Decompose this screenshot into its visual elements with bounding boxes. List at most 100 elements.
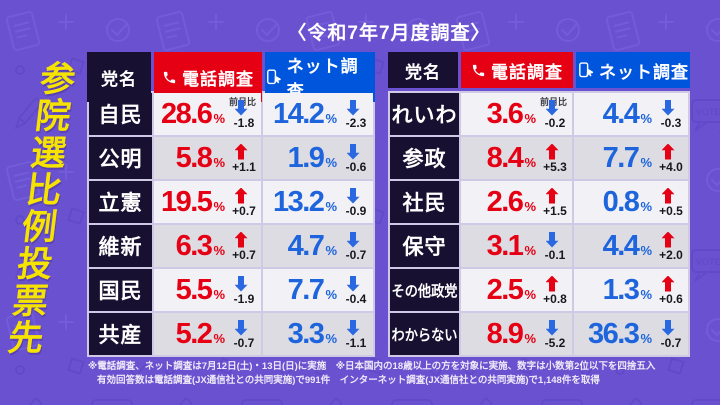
percent-unit: % (325, 286, 337, 302)
phone-value-cell: 前月比 28.6% -1.8 (154, 93, 261, 135)
net-value-cell: 1.3% +0.6 (574, 269, 688, 311)
mom-delta: -0.7 (226, 319, 256, 350)
poll-table-left: 党名 電話調査 ネット調査 自民 前月比 28.6% -1.8 14.2% -2… (87, 52, 375, 357)
trend-arrow-icon (545, 231, 559, 248)
table-body: 自民 前月比 28.6% -1.8 14.2% -2.3 公明 5.8% +1.… (87, 91, 375, 357)
phone-receiver-icon (163, 71, 176, 83)
trend-arrow-icon (234, 319, 248, 336)
phone-value-cell: 5.2% -0.7 (154, 313, 261, 355)
party-name: 国民 (98, 280, 143, 303)
trend-arrow-icon (234, 143, 248, 160)
percent-unit: % (213, 154, 225, 170)
percent-unit: % (640, 198, 652, 214)
mom-change: +0.6 (659, 291, 683, 306)
percent-unit: % (524, 198, 536, 214)
mom-change: -0.6 (345, 159, 367, 174)
mom-change: +5.3 (543, 159, 567, 174)
net-value-cell: 4.4% -0.3 (574, 93, 688, 135)
mom-change: -0.7 (233, 335, 255, 350)
party-name: れいわ (391, 104, 458, 127)
percent-unit: % (524, 110, 536, 126)
trend-arrow-icon (661, 187, 675, 204)
percent-unit: % (640, 242, 652, 258)
party-name-cell: 保守 (390, 225, 459, 267)
percent-unit: % (524, 286, 536, 302)
footnote: ※電話調査、ネット調査は7月12日(土)・13日(日)に実施 ※日本国内の18歳… (88, 360, 708, 389)
header-phone-label: 電話調査 (491, 62, 563, 82)
net-value-cell: 0.8% +0.5 (574, 181, 688, 223)
phone-value-cell: 2.6% +1.5 (461, 181, 572, 223)
mom-delta: -1.1 (338, 319, 368, 350)
phone-percent: 2.6 (486, 185, 524, 218)
net-value-cell: 4.4% +2.0 (574, 225, 688, 267)
phone-value-cell: 19.5% +0.7 (154, 181, 261, 223)
mom-delta: +0.8 (537, 275, 567, 305)
mom-change: -0.7 (345, 247, 367, 262)
footnote-line-1: ※電話調査、ネット調査は7月12日(土)・13日(日)に実施 ※日本国内の18歳… (88, 361, 656, 372)
mom-delta: +0.7 (226, 231, 256, 261)
trend-arrow-icon (545, 319, 559, 336)
party-name-cell: 立憲 (89, 181, 152, 223)
trend-arrow-icon (346, 275, 360, 292)
party-name-cell: わからない (390, 313, 459, 355)
trend-arrow-icon (346, 231, 360, 248)
mom-change: -0.3 (660, 115, 682, 130)
net-value-cell: 1.9% -0.6 (263, 137, 373, 179)
mom-change: -0.2 (544, 115, 566, 130)
mom-change: +0.5 (659, 203, 683, 218)
mom-delta: +4.0 (653, 143, 683, 173)
trend-arrow-icon (661, 231, 675, 248)
mom-delta: +0.5 (653, 187, 683, 218)
trend-arrow-icon (234, 275, 248, 292)
party-name: 共産 (98, 324, 143, 347)
party-name-cell: その他政党 (390, 269, 459, 311)
trend-arrow-icon (545, 143, 559, 160)
net-value-cell: 36.3% -0.7 (574, 313, 688, 355)
net-percent: 4.7 (287, 229, 325, 262)
percent-unit: % (325, 110, 337, 126)
percent-unit: % (325, 154, 337, 170)
footnote-line-2: 有効回答数は電話調査(JX通信社との共同実施)で991件 インターネット調査(J… (97, 375, 600, 387)
trend-arrow-icon (346, 143, 360, 160)
mom-delta: -2.3 (338, 99, 368, 129)
mom-change: -0.1 (544, 247, 566, 262)
party-name: わからない (391, 326, 458, 344)
net-percent: 0.8 (602, 185, 640, 218)
net-percent: 4.4 (602, 229, 640, 262)
party-name: 立憲 (98, 192, 143, 215)
percent-unit: % (325, 330, 337, 346)
mom-delta: +5.3 (537, 143, 567, 174)
phone-value-cell: 5.8% +1.1 (154, 137, 261, 179)
net-percent: 3.3 (287, 317, 325, 350)
net-percent: 4.4 (602, 97, 640, 130)
phone-value-cell: 3.1% -0.1 (461, 225, 572, 267)
mom-delta: -0.6 (338, 143, 368, 174)
trend-arrow-icon (234, 231, 248, 248)
phone-value-cell: 前月比 3.6% -0.2 (461, 93, 572, 135)
mom-change: -1.1 (345, 335, 367, 350)
table-header: 党名 電話調査 ネット調査 (388, 52, 690, 88)
percent-unit: % (213, 330, 225, 346)
phone-percent: 5.8 (175, 141, 213, 174)
mom-change: -0.4 (345, 291, 367, 306)
percent-unit: % (524, 154, 536, 170)
header-party: 党名 (388, 52, 458, 88)
phone-value-cell: 2.5% +0.8 (461, 269, 572, 311)
net-value-cell: 13.2% -0.9 (263, 181, 373, 223)
mom-delta: -0.9 (338, 187, 368, 217)
mom-delta: -0.2 (537, 99, 567, 130)
survey-period-title: 〈令和7年7月度調査〉 (287, 23, 491, 44)
party-name: 社民 (402, 192, 447, 215)
party-name-cell: れいわ (390, 93, 459, 135)
party-name: 保守 (402, 236, 447, 259)
net-value-cell: 4.7% -0.7 (263, 225, 373, 267)
smartphone-tap-icon (579, 61, 594, 77)
trend-arrow-icon (346, 187, 360, 204)
phone-percent: 8.9 (486, 317, 524, 350)
table-header: 党名 電話調査 ネット調査 (87, 52, 375, 102)
party-name-cell: 維新 (89, 225, 152, 267)
mom-delta: -0.4 (338, 275, 368, 306)
percent-unit: % (640, 286, 652, 302)
trend-arrow-icon (661, 143, 675, 160)
